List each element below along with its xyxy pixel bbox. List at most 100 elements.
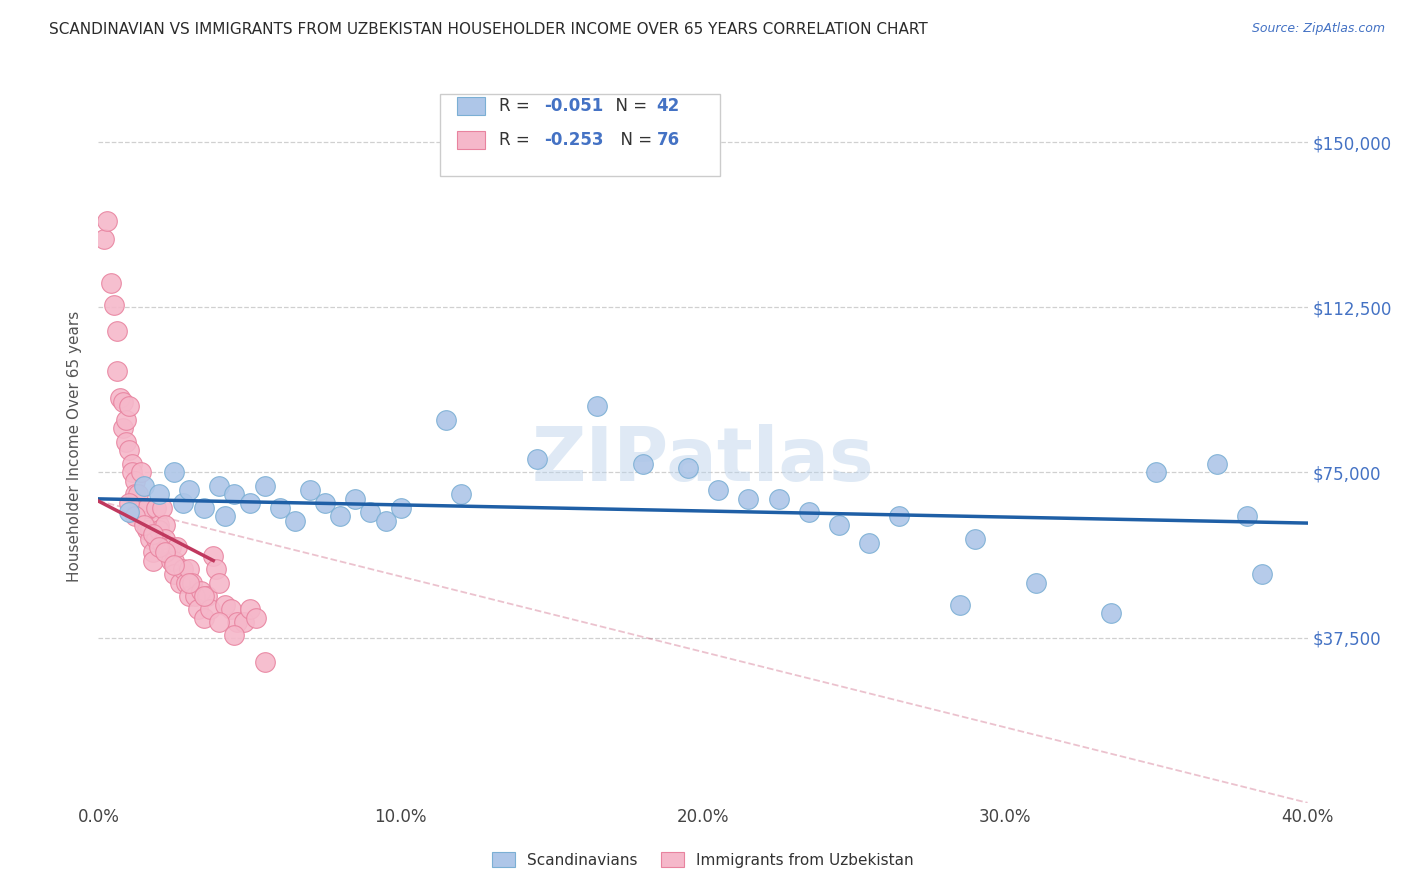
Point [184,589,207,603]
Y-axis label: Householder Income Over 65 years: Householder Income Over 65 years [67,310,83,582]
Point [965,532,987,546]
Text: R =: R = [499,97,536,115]
Point [100,276,122,290]
Text: N =: N = [610,131,658,149]
Point [121,457,143,471]
Point [114,434,136,449]
Text: -0.253: -0.253 [544,131,603,149]
Point [163,466,186,480]
Point [160,553,183,567]
Point [299,483,322,497]
Point [360,505,382,519]
Point [193,589,215,603]
Text: SCANDINAVIAN VS IMMIGRANTS FROM UZBEKISTAN HOUSEHOLDER INCOME OVER 65 YEARS CORR: SCANDINAVIAN VS IMMIGRANTS FROM UZBEKIST… [49,22,928,37]
Point [344,491,367,506]
Point [232,615,254,630]
Text: ZIPatlas: ZIPatlas [531,424,875,497]
Point [949,598,972,612]
Point [127,500,149,515]
Point [124,487,146,501]
Point [190,584,212,599]
Point [111,421,134,435]
Point [1099,607,1122,621]
Point [1251,566,1274,581]
Point [1146,466,1168,480]
Point [127,487,149,501]
Point [132,514,155,528]
Text: N =: N = [605,97,652,115]
Point [828,518,851,533]
Point [181,575,204,590]
Point [163,553,186,567]
Point [132,478,155,492]
Point [132,518,155,533]
Point [239,602,262,616]
Point [193,500,215,515]
Point [139,523,162,537]
Point [193,611,215,625]
Point [269,500,291,515]
Point [118,505,141,519]
Point [314,496,336,510]
Point [129,466,152,480]
Point [160,541,183,555]
Point [139,532,162,546]
Point [172,562,194,576]
Point [737,491,759,506]
Point [153,545,176,559]
Point [163,558,186,572]
Point [195,589,218,603]
Point [114,412,136,426]
Point [156,541,179,555]
Point [163,566,186,581]
Point [179,483,201,497]
Point [124,509,146,524]
Point [172,496,194,510]
Point [179,575,201,590]
Point [676,461,699,475]
Point [374,514,396,528]
Point [1024,575,1046,590]
Point [858,536,880,550]
Point [150,500,173,515]
Point [187,602,209,616]
Point [208,615,231,630]
Point [214,598,236,612]
Text: 76: 76 [657,131,679,149]
Point [284,514,307,528]
Point [179,589,201,603]
Point [148,541,170,555]
Text: -0.051: -0.051 [544,97,603,115]
Point [200,602,222,616]
Point [105,364,128,378]
Point [145,532,167,546]
Point [135,500,157,515]
Point [103,298,125,312]
Point [329,509,352,524]
Point [226,615,249,630]
Point [135,523,157,537]
Point [145,500,167,515]
Point [148,518,170,533]
Point [208,575,231,590]
Point [174,575,197,590]
Point [434,412,457,426]
Point [707,483,730,497]
Point [208,478,231,492]
Point [118,400,141,414]
Point [889,509,911,524]
Point [108,391,131,405]
Point [239,496,262,510]
Point [169,575,191,590]
Point [214,509,236,524]
Text: R =: R = [499,131,536,149]
Text: 42: 42 [657,97,681,115]
Point [389,500,412,515]
Point [142,545,165,559]
Point [1236,509,1258,524]
Point [166,541,188,555]
Point [224,487,246,501]
Point [96,214,118,228]
Point [153,532,176,546]
Point [105,325,128,339]
